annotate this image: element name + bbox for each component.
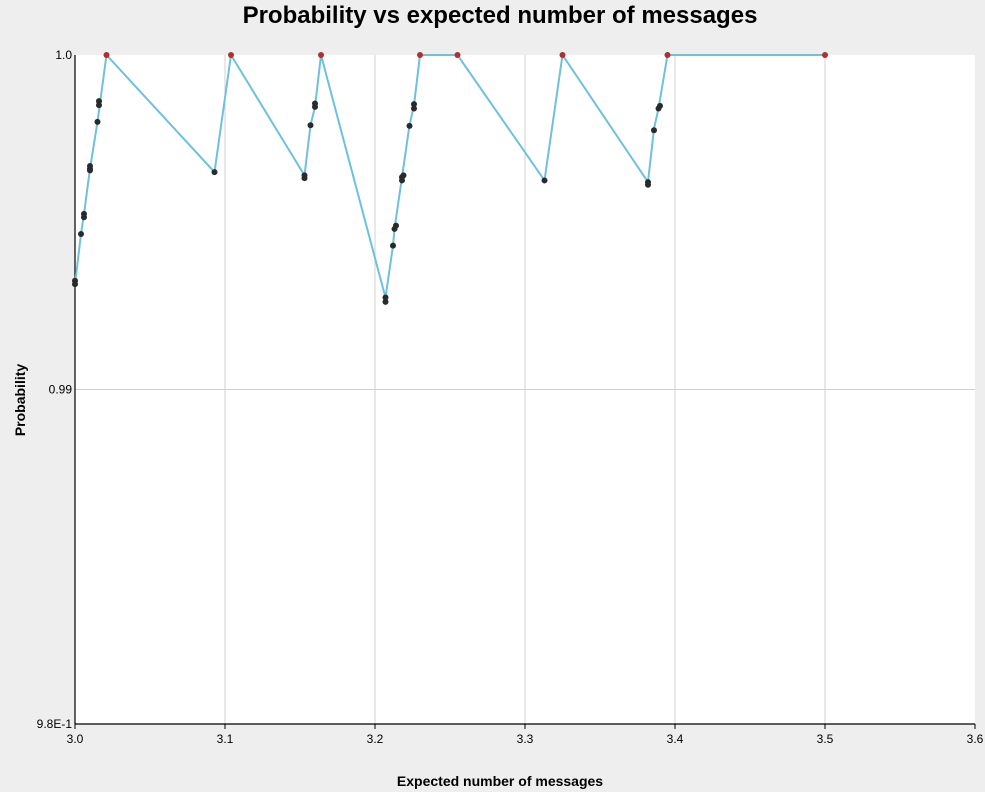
data-point (645, 179, 651, 186)
x-tick-label: 3.3 (517, 732, 534, 746)
data-point (96, 98, 102, 105)
data-point (541, 177, 548, 184)
data-point (657, 102, 663, 109)
data-point (406, 122, 413, 129)
frontier-point (822, 52, 828, 58)
data-point (81, 210, 87, 217)
frontier-point (103, 52, 110, 58)
data-point (87, 167, 93, 174)
data-point (301, 175, 308, 182)
data-point (94, 118, 101, 125)
grid (75, 55, 975, 724)
frontier-point (228, 52, 234, 58)
x-tick-label: 3.2 (367, 732, 384, 746)
x-tick-label: 3.5 (817, 732, 834, 746)
data-point (78, 230, 84, 237)
x-tick-label: 3.4 (667, 732, 684, 746)
frontier-point (664, 52, 671, 58)
y-axis-ticks: 9.8E-1 0.99 1.0 (37, 48, 73, 731)
data-point (307, 122, 314, 129)
x-tick-label: 3.1 (217, 732, 234, 746)
data-point (390, 242, 396, 249)
data-point (393, 222, 399, 229)
data-point (400, 172, 407, 179)
data-point (72, 281, 78, 288)
x-axis-label: Expected number of messages (397, 773, 603, 789)
y-tick-label: 0.99 (49, 383, 73, 397)
x-tick-label: 3.0 (67, 732, 84, 746)
data-point (312, 100, 318, 107)
frontier-point (559, 52, 566, 58)
data-point (382, 298, 389, 305)
x-tick-label: 3.6 (967, 732, 984, 746)
frontier-point (318, 52, 324, 58)
y-tick-label: 9.8E-1 (37, 717, 73, 731)
data-point (411, 101, 417, 108)
frontier-point (454, 52, 461, 58)
data-point (211, 169, 218, 176)
data-point (651, 127, 657, 134)
frontier-point (417, 52, 423, 58)
data-point (411, 105, 417, 112)
data-point (87, 163, 93, 170)
y-tick-label: 1.0 (55, 48, 72, 62)
x-axis-ticks: 3.0 3.1 3.2 3.3 3.4 3.5 3.6 (67, 724, 984, 746)
chart-title: Probability vs expected number of messag… (243, 2, 758, 29)
data-point (382, 294, 389, 301)
series (72, 52, 828, 305)
y-axis-label: Probability (12, 364, 28, 437)
